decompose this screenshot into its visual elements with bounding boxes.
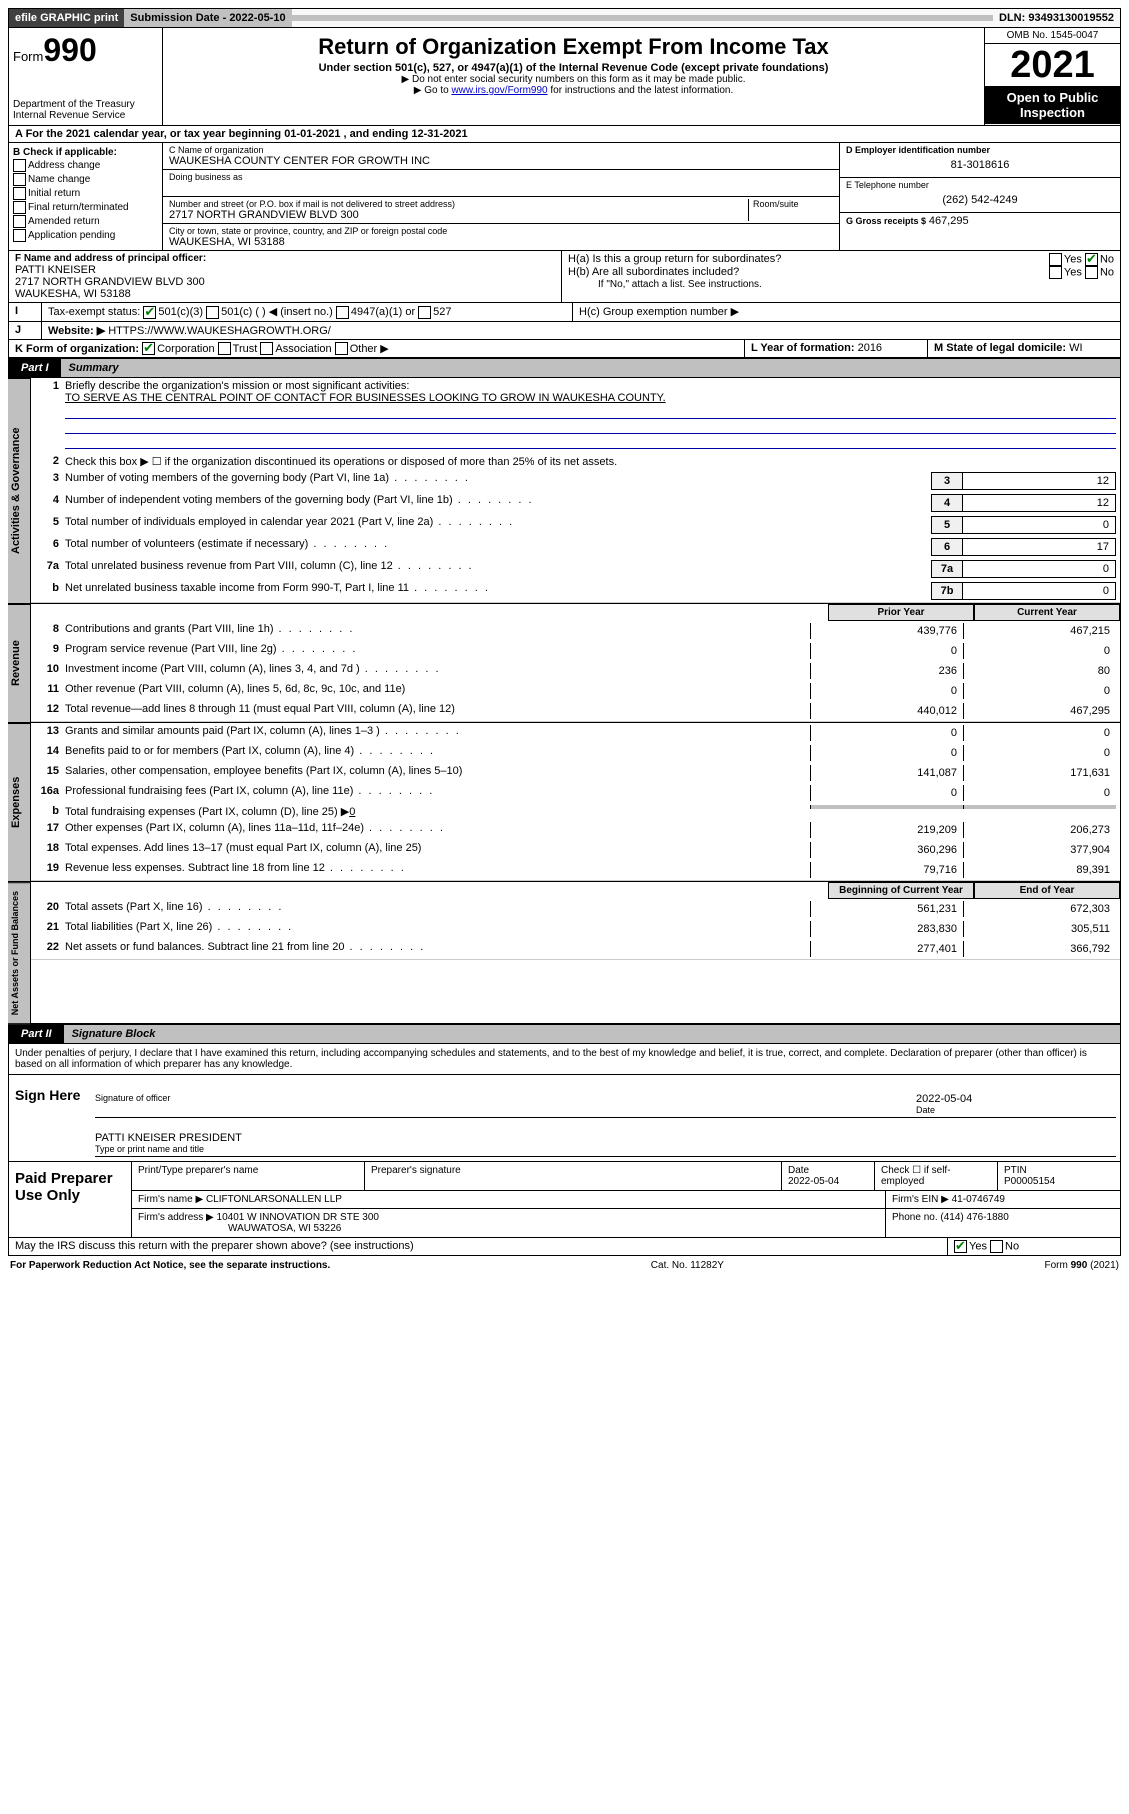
block-bcd: B Check if applicable: Address change Na… — [8, 143, 1121, 251]
telephone: E Telephone number (262) 542-4249 — [840, 178, 1120, 213]
part2-header: Part II Signature Block — [8, 1024, 1121, 1044]
open-inspection: Open to Public Inspection — [985, 86, 1120, 124]
ein: D Employer identification number 81-3018… — [840, 143, 1120, 178]
part1-header: Part I Summary — [8, 358, 1121, 378]
section-governance: Activities & Governance 1 Briefly descri… — [8, 378, 1121, 604]
address: Number and street (or P.O. box if mail i… — [163, 197, 839, 224]
form-subtitle: Under section 501(c), 527, or 4947(a)(1)… — [171, 62, 976, 74]
dba: Doing business as — [163, 170, 839, 197]
row-i: I Tax-exempt status: 501(c)(3) 501(c) ( … — [8, 303, 1121, 322]
signature-block: Under penalties of perjury, I declare th… — [8, 1044, 1121, 1162]
org-name: C Name of organization WAUKESHA COUNTY C… — [163, 143, 839, 170]
row-klm: K Form of organization: Corporation Trus… — [8, 340, 1121, 359]
efile-print-button[interactable]: efile GRAPHIC print — [9, 9, 124, 27]
dept-treasury: Department of the Treasury — [13, 99, 158, 110]
form-number: Form990 — [13, 32, 158, 69]
city: City or town, state or province, country… — [163, 224, 839, 250]
section-net-assets: Net Assets or Fund Balances Beginning of… — [8, 882, 1121, 1024]
omb-number: OMB No. 1545-0047 — [985, 28, 1120, 44]
row-j: J Website: ▶ HTTPS://WWW.WAUKESHAGROWTH.… — [8, 322, 1121, 340]
form-title: Return of Organization Exempt From Incom… — [171, 34, 976, 60]
section-revenue: Revenue Prior YearCurrent Year 8Contribu… — [8, 604, 1121, 723]
form-header: Form990 Department of the Treasury Inter… — [8, 28, 1121, 126]
row-fh: F Name and address of principal officer:… — [8, 251, 1121, 303]
note-ssn: ▶ Do not enter social security numbers o… — [171, 74, 976, 85]
irs-label: Internal Revenue Service — [13, 110, 158, 121]
paid-preparer: Paid Preparer Use Only Print/Type prepar… — [8, 1162, 1121, 1238]
top-bar: efile GRAPHIC print Submission Date - 20… — [8, 8, 1121, 28]
row-a-tax-year: A For the 2021 calendar year, or tax yea… — [8, 126, 1121, 143]
tax-year: 2021 — [985, 44, 1120, 86]
section-expenses: Expenses 13Grants and similar amounts pa… — [8, 723, 1121, 882]
submission-date: Submission Date - 2022-05-10 — [124, 9, 291, 27]
gross-receipts: G Gross receipts $ 467,295 — [840, 213, 1120, 229]
irs-link[interactable]: www.irs.gov/Form990 — [451, 85, 547, 96]
may-irs-discuss: May the IRS discuss this return with the… — [8, 1238, 1121, 1256]
note-link: ▶ Go to www.irs.gov/Form990 for instruct… — [171, 85, 976, 96]
col-b-checkboxes: B Check if applicable: Address change Na… — [9, 143, 163, 250]
page-footer: For Paperwork Reduction Act Notice, see … — [8, 1256, 1121, 1275]
dln: DLN: 93493130019552 — [993, 9, 1120, 27]
